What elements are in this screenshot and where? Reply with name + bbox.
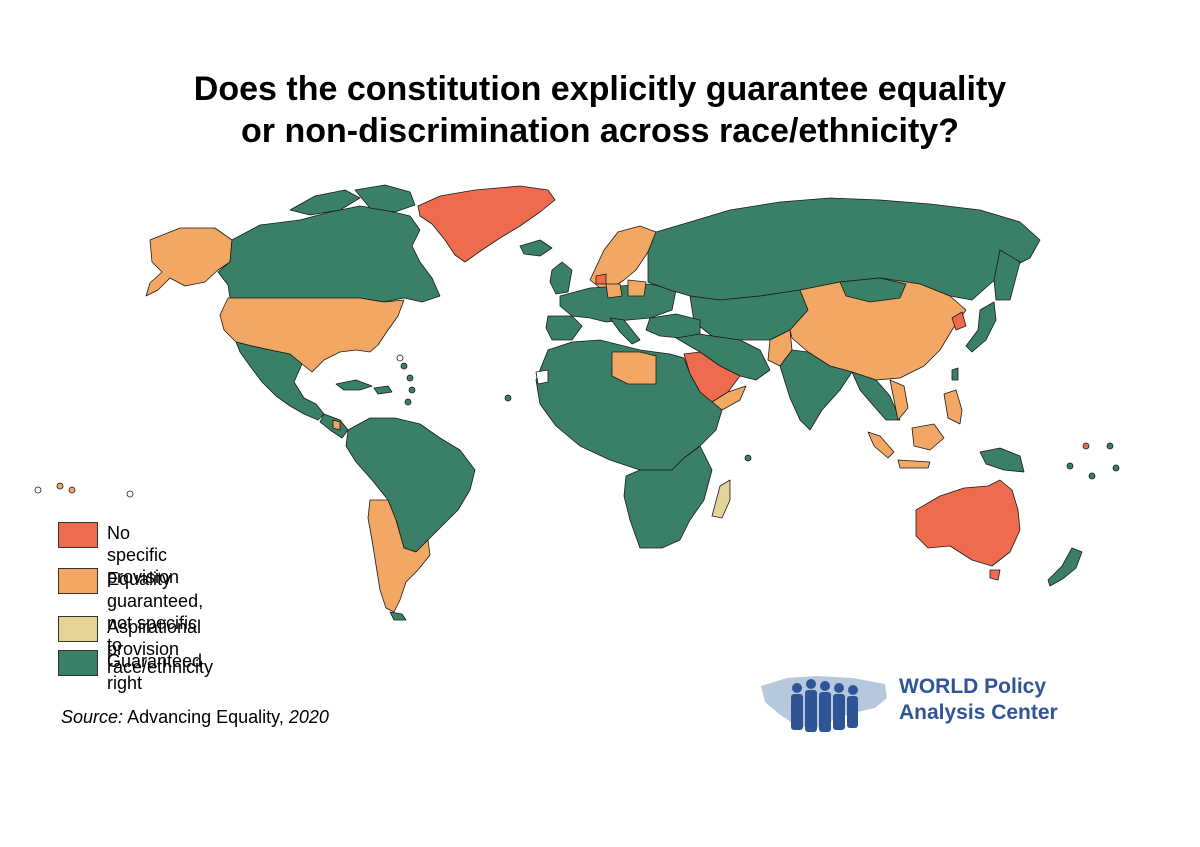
- region-germany: [605, 283, 623, 299]
- region-iberia: [545, 315, 583, 341]
- title-line-1: Does the constitution explicitly guarant…: [193, 70, 1007, 108]
- region-japan: [965, 301, 997, 353]
- region-taiwan: [951, 367, 959, 381]
- island-dot: [1106, 442, 1114, 450]
- region-hispaniola: [373, 385, 393, 395]
- legend-item-none: No specific provision: [58, 522, 179, 588]
- island-dot: [504, 394, 512, 402]
- region-italy-area: [609, 317, 641, 345]
- region-north-korea: [951, 311, 967, 331]
- region-australia: [915, 479, 1021, 567]
- legend-label-equality: Equality guaranteed, not specific to rac…: [107, 569, 214, 677]
- island-dot: [34, 486, 42, 494]
- region-central-southern-africa: [623, 445, 713, 549]
- region-uk: [549, 261, 573, 295]
- region-argentina-chile: [367, 499, 431, 613]
- chart-title: Does the constitution explicitly guarant…: [0, 68, 1200, 152]
- region-borneo: [911, 423, 945, 451]
- region-mongolia: [839, 277, 907, 303]
- source-year: 2020: [288, 707, 329, 727]
- legend-swatch-guaranteed: [58, 650, 98, 676]
- region-sumatra: [867, 431, 895, 459]
- legend-item-equality: Equality guaranteed, not specific to rac…: [58, 568, 213, 678]
- region-new-zealand: [1047, 547, 1083, 587]
- legend-swatch-equality: [58, 568, 98, 594]
- island-dot: [68, 486, 76, 494]
- region-java: [897, 459, 931, 469]
- region-iceland: [519, 239, 553, 257]
- region-canada-arctic-islands-2: [354, 184, 416, 213]
- region-libya: [611, 351, 657, 385]
- region-china: [789, 277, 967, 381]
- island-dot: [1112, 464, 1120, 472]
- island-dot: [744, 454, 752, 462]
- legend-item-guaranteed: Guaranteed right: [58, 650, 202, 694]
- legend-swatch-aspirational: [58, 616, 98, 642]
- region-poland-area: [627, 279, 647, 297]
- island-dot: [406, 374, 414, 382]
- title-line-2: or non-discrimination across race/ethnic…: [241, 112, 959, 150]
- island-dot: [396, 354, 404, 362]
- logo-text: WORLD Policy Analysis Center: [899, 675, 1058, 724]
- island-dot: [404, 398, 412, 406]
- legend-label-aspirational: Aspirational provision: [107, 617, 202, 659]
- region-philippines: [943, 389, 963, 425]
- region-vietnam: [889, 379, 909, 421]
- region-canada-arctic-islands: [289, 189, 361, 216]
- region-western-sahara-gap: [535, 369, 549, 385]
- region-canada: [217, 205, 441, 303]
- legend-label-none: No specific provision: [107, 523, 180, 587]
- island-dot: [408, 386, 416, 394]
- region-alaska: [145, 227, 233, 297]
- region-russia-far-east: [993, 249, 1021, 301]
- source-prefix: Source:: [61, 707, 124, 727]
- wpac-logo: WORLD Policy Analysis Center: [757, 668, 1087, 740]
- source-note: Source: Advancing Equality, 2020: [61, 707, 329, 728]
- region-north-africa: [535, 339, 723, 471]
- region-cuba: [335, 379, 373, 391]
- region-netherlands: [595, 273, 607, 285]
- region-greenland: [417, 185, 556, 263]
- island-dot: [1066, 462, 1074, 470]
- island-dot: [400, 362, 408, 370]
- region-tierra-del-fuego: [389, 611, 407, 621]
- legend-swatch-none: [58, 522, 98, 548]
- region-south-america: [345, 417, 476, 553]
- region-new-guinea: [979, 447, 1025, 473]
- region-india: [779, 349, 853, 431]
- region-madagascar: [711, 479, 731, 519]
- source-text: Advancing Equality,: [127, 707, 284, 727]
- island-dot: [1082, 442, 1090, 450]
- island-dot: [1088, 472, 1096, 480]
- region-nicaragua: [332, 419, 341, 431]
- legend-label-guaranteed: Guaranteed right: [107, 651, 203, 693]
- legend-item-aspirational: Aspirational provision: [58, 616, 201, 660]
- island-dot: [126, 490, 134, 498]
- region-indochina: [851, 371, 901, 421]
- region-turkey-caucasus: [645, 313, 701, 339]
- people-over-world-map-icon: [761, 676, 887, 732]
- island-dot: [56, 482, 64, 490]
- region-tasmania: [989, 569, 1001, 581]
